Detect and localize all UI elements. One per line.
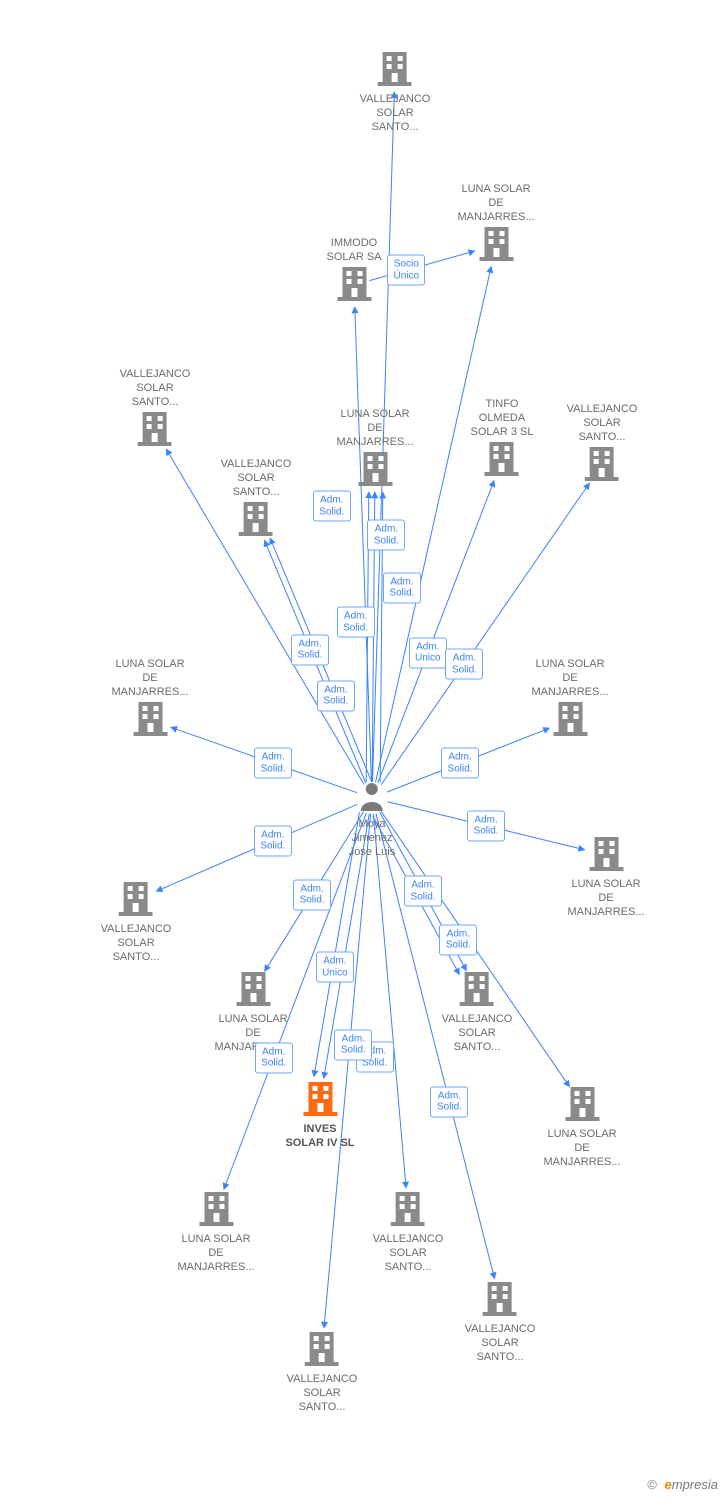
- node-label: VALLEJANCO SOLAR SANTO...: [373, 1233, 444, 1274]
- building-icon: [543, 1085, 620, 1126]
- building-icon: [120, 410, 191, 451]
- edge-label: Adm. Solid.: [293, 879, 331, 910]
- edge-line: [373, 814, 406, 1188]
- node-label: VALLEJANCO SOLAR SANTO...: [442, 1013, 513, 1054]
- logo-e: e: [665, 1477, 672, 1492]
- company-node[interactable]: LUNA SOLAR DE MANJARRES...: [457, 183, 534, 268]
- company-node[interactable]: VALLEJANCO SOLAR SANTO...: [360, 50, 431, 135]
- edge-label: Adm. Solid.: [430, 1086, 468, 1117]
- edge-label: Adm. Solid.: [383, 572, 421, 603]
- building-icon: [567, 445, 638, 486]
- company-node[interactable]: VALLEJANCO SOLAR SANTO...: [120, 368, 191, 453]
- building-icon: [177, 1190, 254, 1231]
- building-icon: [111, 700, 188, 741]
- building-icon: [373, 1190, 444, 1231]
- node-label: VALLEJANCO SOLAR SANTO...: [101, 923, 172, 964]
- building-icon: [287, 1330, 358, 1371]
- diagram-canvas: Moya Jimenez Jose Luis VALLEJANCO SOLAR S…: [0, 0, 728, 1500]
- building-icon: [442, 970, 513, 1011]
- edge-label: Adm. Solid.: [254, 748, 292, 779]
- node-label: TINFO OLMEDA SOLAR 3 SL: [471, 398, 534, 439]
- node-label: VALLEJANCO SOLAR SANTO...: [465, 1323, 536, 1364]
- company-node[interactable]: LUNA SOLAR DE MANJARRES...: [336, 408, 413, 493]
- company-node[interactable]: VALLEJANCO SOLAR SANTO...: [465, 1280, 536, 1365]
- company-node[interactable]: VALLEJANCO SOLAR SANTO...: [221, 458, 292, 543]
- center-node[interactable]: Moya Jimenez Jose Luis: [349, 781, 395, 860]
- company-node[interactable]: LUNA SOLAR DE MANJARRES...: [531, 658, 608, 743]
- edge-label: Adm. Solid.: [445, 649, 483, 680]
- company-node[interactable]: TINFO OLMEDA SOLAR 3 SL: [471, 398, 534, 483]
- node-label: IMMODO SOLAR SA: [326, 237, 381, 265]
- building-icon: [326, 265, 381, 306]
- building-icon: [101, 880, 172, 921]
- edge-label: Adm. Solid.: [255, 1042, 293, 1073]
- node-label: LUNA SOLAR DE MANJARRES...: [567, 878, 644, 919]
- edges-layer: [0, 0, 728, 1500]
- company-node[interactable]: INVES SOLAR IV SL: [285, 1080, 354, 1151]
- edge-label: Adm. Solid.: [337, 607, 375, 638]
- edge-label: Adm. Solid.: [334, 1029, 372, 1060]
- building-icon: [214, 970, 291, 1011]
- building-icon: [471, 440, 534, 481]
- node-label: Moya Jimenez Jose Luis: [349, 818, 395, 859]
- building-icon: [465, 1280, 536, 1321]
- edge-label: Adm. Solid.: [254, 825, 292, 856]
- building-icon: [531, 700, 608, 741]
- company-node[interactable]: IMMODO SOLAR SA: [326, 237, 381, 308]
- node-label: LUNA SOLAR DE MANJARRES...: [177, 1233, 254, 1274]
- company-node[interactable]: LUNA SOLAR DE MANJARRES...: [543, 1085, 620, 1170]
- edge-label: Adm. Solid.: [439, 924, 477, 955]
- edge-label: Adm. Unico: [409, 637, 447, 668]
- company-node[interactable]: LUNA SOLAR DE MANJARRES...: [111, 658, 188, 743]
- building-icon: [457, 225, 534, 266]
- edge-label: Adm. Solid.: [441, 748, 479, 779]
- copyright-symbol: ©: [647, 1477, 657, 1492]
- edge-label: Adm. Solid.: [404, 876, 442, 907]
- company-node[interactable]: VALLEJANCO SOLAR SANTO...: [442, 970, 513, 1055]
- company-node[interactable]: VALLEJANCO SOLAR SANTO...: [101, 880, 172, 965]
- company-node[interactable]: LUNA SOLAR DE MANJARRES...: [567, 835, 644, 920]
- node-label: VALLEJANCO SOLAR SANTO...: [567, 403, 638, 444]
- footer-credit: © empresia: [647, 1477, 718, 1492]
- node-label: LUNA SOLAR DE MANJARRES...: [531, 658, 608, 699]
- company-node[interactable]: VALLEJANCO SOLAR SANTO...: [373, 1190, 444, 1275]
- edge-label: Adm. Solid.: [367, 520, 405, 551]
- node-label: LUNA SOLAR DE MANJARRES...: [457, 183, 534, 224]
- logo-rest: mpresia: [672, 1477, 718, 1492]
- node-label: LUNA SOLAR DE MANJARRES...: [336, 408, 413, 449]
- edge-label: Socio Único: [387, 255, 425, 286]
- node-label: VALLEJANCO SOLAR SANTO...: [287, 1373, 358, 1414]
- building-icon: [567, 835, 644, 876]
- node-label: LUNA SOLAR DE MANJARRES...: [111, 658, 188, 699]
- building-icon: [221, 500, 292, 541]
- node-label: LUNA SOLAR DE MANJARRES...: [543, 1128, 620, 1169]
- building-icon: [360, 50, 431, 91]
- company-node[interactable]: LUNA SOLAR DE MANJARRES...: [177, 1190, 254, 1275]
- company-node[interactable]: VALLEJANCO SOLAR SANTO...: [567, 403, 638, 488]
- edge-label: Adm. Solid.: [467, 810, 505, 841]
- node-label: VALLEJANCO SOLAR SANTO...: [360, 93, 431, 134]
- edge-label: Adm. Solid.: [291, 634, 329, 665]
- building-icon: [336, 450, 413, 491]
- building-icon: [285, 1080, 354, 1121]
- edge-label: Adm. Solid.: [317, 680, 355, 711]
- person-icon: [349, 781, 395, 816]
- node-label: VALLEJANCO SOLAR SANTO...: [120, 368, 191, 409]
- company-node[interactable]: VALLEJANCO SOLAR SANTO...: [287, 1330, 358, 1415]
- node-label: INVES SOLAR IV SL: [285, 1123, 354, 1151]
- edge-label: Adm. Unico: [316, 952, 354, 983]
- node-label: VALLEJANCO SOLAR SANTO...: [221, 458, 292, 499]
- edge-label: Adm. Solid.: [313, 491, 351, 522]
